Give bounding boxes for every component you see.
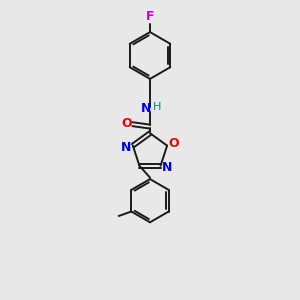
Text: N: N	[162, 161, 172, 174]
Text: F: F	[146, 10, 154, 23]
Text: O: O	[168, 137, 179, 150]
Text: N: N	[141, 101, 152, 115]
Text: O: O	[121, 117, 132, 130]
Text: H: H	[153, 102, 162, 112]
Text: N: N	[121, 141, 131, 154]
